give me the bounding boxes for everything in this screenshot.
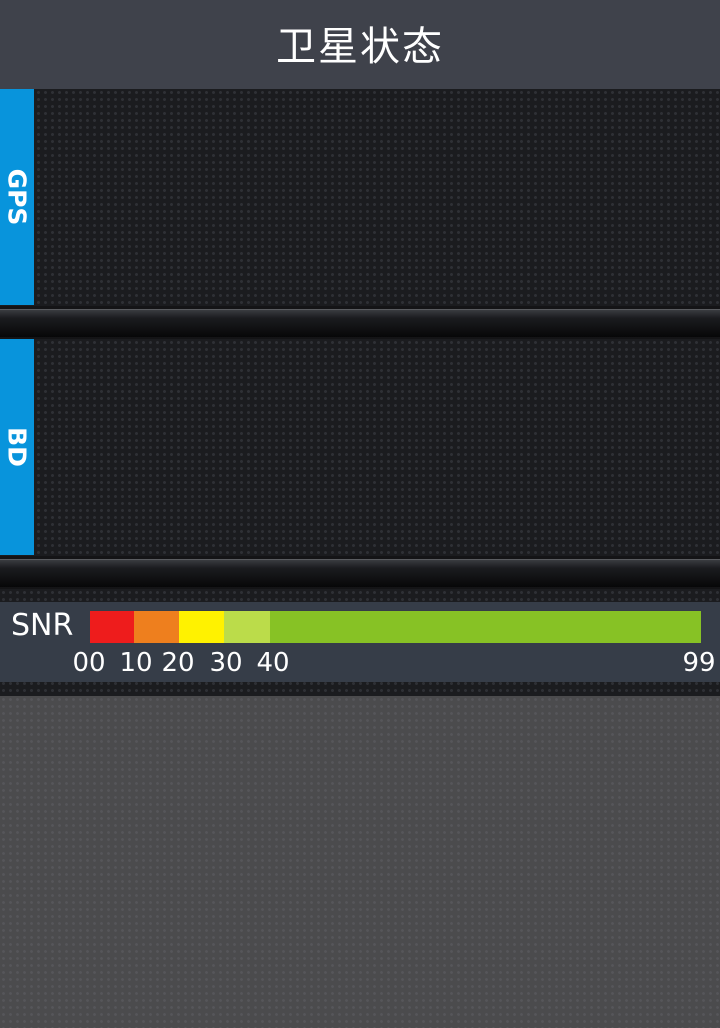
snr-segment-10-20 <box>134 611 179 643</box>
snr-segment-0-10 <box>90 611 134 643</box>
gps-tab[interactable]: GPS <box>0 89 34 305</box>
snr-tick-10: 10 <box>119 648 153 678</box>
bd-tab-label: BD <box>2 427 32 467</box>
gps-satellite-area <box>34 89 720 306</box>
snr-legend-strip: SNR 00 10 20 30 40 99 <box>0 589 720 696</box>
gps-panel: GPS <box>0 89 720 306</box>
bd-tab[interactable]: BD <box>0 339 34 555</box>
snr-label: SNR <box>11 608 74 643</box>
snr-legend: SNR 00 10 20 30 40 99 <box>0 602 720 682</box>
divider-bar <box>0 559 720 587</box>
snr-tick-00: 00 <box>72 648 106 678</box>
snr-tick-30: 30 <box>209 648 243 678</box>
divider-bar <box>0 309 720 337</box>
title-bar: 卫星状态 <box>0 0 720 89</box>
page-title: 卫星状态 <box>276 23 444 70</box>
panel-divider <box>0 306 720 339</box>
bd-panel: BD <box>0 339 720 556</box>
panel-divider <box>0 556 720 589</box>
snr-segment-40-99 <box>270 611 701 643</box>
snr-tick-20: 20 <box>161 648 195 678</box>
snr-color-bar <box>90 611 701 643</box>
snr-segment-20-30 <box>179 611 224 643</box>
bd-satellite-area <box>34 339 720 556</box>
snr-tick-99: 99 <box>682 648 716 678</box>
snr-tick-40: 40 <box>256 648 290 678</box>
snr-segment-30-40 <box>224 611 270 643</box>
empty-content-area <box>0 696 720 1028</box>
gps-tab-label: GPS <box>2 168 32 226</box>
